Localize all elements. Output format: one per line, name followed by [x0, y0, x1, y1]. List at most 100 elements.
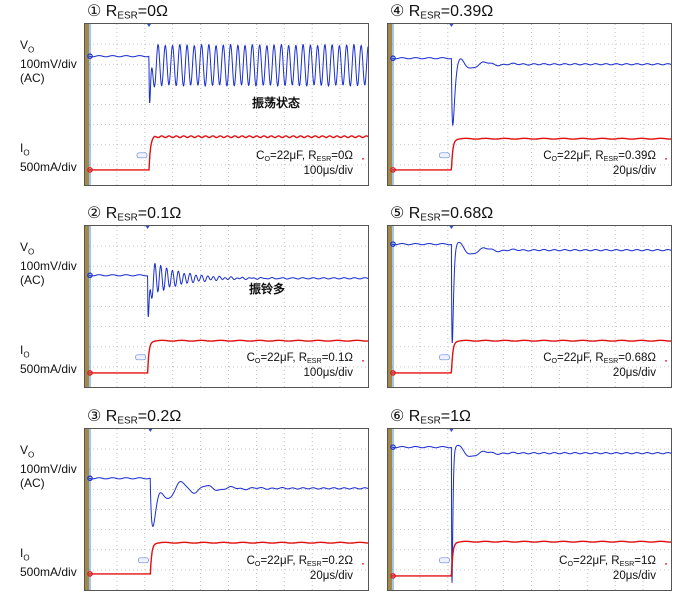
vo-scale: 100mV/div [20, 462, 77, 477]
io-trace [392, 137, 671, 171]
io-trace [392, 540, 671, 577]
io-subscript: O [23, 350, 30, 360]
scope-panel-5: CO=22μF, RESR=0.68Ω 20μs/div [387, 225, 672, 388]
vo-channel-marker [390, 55, 396, 62]
timebase-label: 20μs/div [612, 366, 656, 379]
left-bar [85, 429, 89, 590]
title-value: =0.39Ω [440, 3, 494, 20]
timebase-label: 20μs/div [612, 164, 656, 177]
vo-symbol: V [20, 443, 29, 457]
panel-number: ② [87, 205, 102, 222]
cond-c: C [256, 149, 265, 162]
vo-coupling: (AC) [20, 71, 45, 86]
cond-r-subscript: ESR [619, 559, 635, 568]
vo-axis-label: VO 100mV/div (AC) [20, 38, 77, 85]
vo-axis-label: VO 100mV/div (AC) [20, 443, 77, 490]
channel-tag [439, 557, 450, 564]
io-scale: 500mA/div [20, 362, 77, 377]
title-r: R [408, 3, 421, 20]
title-r: R [105, 3, 118, 20]
title-r: R [105, 408, 118, 425]
scope-panel-4: CO=22μF, RESR=0.39Ω 20μs/div [387, 23, 672, 186]
scope-panel-1: CO=22μF, RESR=0Ω 100μs/div 振荡状态 [84, 23, 369, 186]
title-subscript: ESR [420, 415, 441, 427]
channel-tag [136, 152, 148, 159]
vo-channel-marker [390, 241, 396, 247]
condition-label: CO=22μF, RESR=0.2Ω [247, 555, 353, 568]
vo-axis-label: VO 100mV/div (AC) [20, 240, 77, 287]
io-subscript: O [23, 148, 30, 158]
io-trace [89, 135, 369, 171]
io-offset-dot [665, 562, 667, 565]
cond-c-subscript: O [254, 559, 261, 568]
io-scale: 500mA/div [20, 565, 77, 580]
io-channel-marker [390, 370, 396, 376]
io-channel-marker [87, 571, 93, 577]
title-r: R [408, 408, 421, 425]
scope-screen [84, 23, 369, 186]
cond-r-value: =1Ω [634, 554, 656, 567]
cond-c-subscript: O [264, 154, 271, 163]
cond-r-subscript: ESR [603, 356, 619, 365]
channel-tag [439, 152, 450, 159]
vo-channel-marker [87, 53, 93, 60]
io-offset-dot [665, 359, 667, 362]
cond-r-value: =0.39Ω [618, 149, 656, 162]
io-symbol: I [20, 343, 24, 357]
trigger-marker [449, 429, 454, 432]
cond-c: C [543, 149, 552, 162]
timebase-label: 100μs/div [303, 164, 353, 177]
condition-label: CO=22μF, RESR=0.39Ω [543, 150, 656, 163]
io-axis-label: IO 500mA/div [20, 546, 77, 579]
cond-c-value: =22μF, R [260, 554, 308, 567]
panel-number: ③ [87, 408, 102, 425]
vo-trace [88, 477, 369, 527]
vo-symbol: V [20, 38, 29, 52]
scope-screen [84, 225, 369, 388]
left-bar [85, 226, 89, 387]
cond-c: C [246, 554, 255, 567]
cond-c: C [559, 554, 568, 567]
title-value: =0.1Ω [137, 205, 182, 222]
vo-subscript: O [28, 45, 35, 55]
cond-r-subscript: ESR [307, 559, 322, 568]
title-value: =0Ω [137, 3, 168, 20]
panel-title: ⑥ RESR=1Ω [390, 406, 471, 426]
title-subscript: ESR [117, 415, 138, 427]
left-bar [388, 429, 392, 590]
timebase-label: 20μs/div [612, 569, 656, 582]
vo-trace [391, 241, 672, 344]
cond-r-subscript: ESR [316, 154, 332, 163]
io-channel-marker [390, 167, 396, 173]
title-subscript: ESR [420, 10, 441, 22]
left-bar [388, 24, 392, 185]
cond-r-value: =0.2Ω [321, 554, 353, 567]
cond-c-value: =22μF, R [573, 554, 620, 567]
cond-r-subscript: ESR [603, 154, 619, 163]
panel-number: ⑤ [390, 205, 405, 222]
vo-trace [88, 262, 369, 318]
timebase-label: 20μs/div [309, 569, 353, 582]
behavior-note: 振荡状态 [252, 96, 301, 110]
scope-panel-3: CO=22μF, RESR=0.2Ω 20μs/div [84, 428, 369, 591]
vo-trace [391, 444, 672, 583]
condition-label: CO=22μF, RESR=0.1Ω [247, 352, 353, 365]
scope-panel-2: CO=22μF, RESR=0.1Ω 100μs/div 振铃多 [84, 225, 369, 388]
vo-channel-marker [87, 272, 93, 279]
cond-c-value: =22μF, R [260, 351, 308, 364]
io-trace [89, 541, 369, 575]
vo-channel-marker [390, 444, 396, 450]
vo-coupling: (AC) [20, 273, 45, 288]
cond-r-value: =0.68Ω [618, 351, 656, 364]
vo-subscript: O [28, 247, 35, 257]
panel-number: ① [87, 3, 102, 20]
trigger-marker [449, 24, 454, 27]
scope-screen [387, 225, 672, 388]
cond-c-value: =22μF, R [557, 351, 604, 364]
io-symbol: I [20, 141, 24, 155]
trigger-marker [148, 429, 153, 432]
io-axis-label: IO 500mA/div [20, 141, 77, 174]
io-offset-dot [362, 157, 364, 160]
panel-title: ④ RESR=0.39Ω [390, 1, 493, 21]
